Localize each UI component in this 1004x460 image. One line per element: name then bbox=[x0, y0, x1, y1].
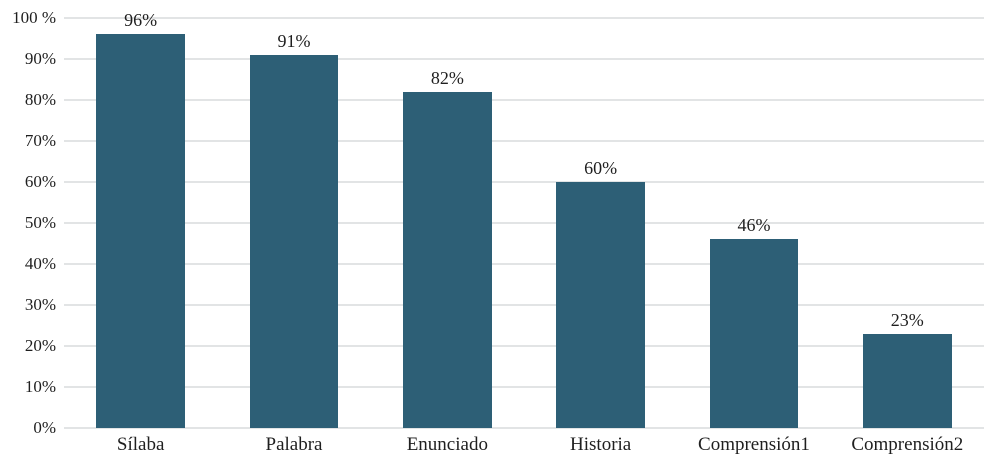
y-tick-label: 70% bbox=[24, 131, 56, 150]
gridline bbox=[64, 17, 984, 19]
y-tick-label: 100 % bbox=[12, 8, 56, 27]
bar-slot-enunciado: 82% bbox=[371, 18, 524, 428]
plot-area: 96% 91% 82% 60% 46% 23% bbox=[64, 10, 984, 429]
gridline bbox=[64, 222, 984, 224]
bar-slot-palabra: 91% bbox=[217, 18, 370, 428]
bar-value-label: 46% bbox=[737, 215, 771, 236]
y-tick-label: 0% bbox=[33, 418, 56, 437]
x-axis: Sílaba Palabra Enunciado Historia Comprensió… bbox=[64, 434, 984, 456]
bar-historia bbox=[556, 182, 646, 428]
gridline bbox=[64, 181, 984, 183]
bar-value-label: 23% bbox=[890, 309, 924, 330]
bar-comprension2 bbox=[862, 333, 952, 428]
bar-value-label: 82% bbox=[430, 67, 464, 88]
bar-slot-comprension2: 23% bbox=[831, 18, 984, 428]
y-tick-label: 50% bbox=[24, 213, 56, 232]
y-tick-label: 80% bbox=[24, 90, 56, 109]
y-axis: 0% 10% 20% 30% 40% 50% 60% 70% 80% 90% 100 % bbox=[0, 8, 56, 437]
y-tick-label: 60% bbox=[24, 172, 56, 191]
bar-slot-comprension1: 46% bbox=[677, 18, 830, 428]
y-tick-label: 90% bbox=[24, 49, 56, 68]
y-tick-label: 40% bbox=[24, 254, 56, 273]
bar-value-label: 96% bbox=[124, 10, 158, 31]
x-category-label-comprension2: Comprensión2 bbox=[851, 434, 964, 455]
bar-enunciado bbox=[402, 91, 492, 428]
bar-silaba bbox=[96, 34, 186, 428]
y-tick-label: 30% bbox=[24, 295, 56, 314]
bar-value-label: 91% bbox=[277, 30, 311, 51]
bar-slot-historia: 60% bbox=[524, 18, 677, 428]
x-category-label-silaba: Sílaba bbox=[116, 434, 165, 455]
x-category-label-palabra: Palabra bbox=[265, 434, 323, 455]
y-tick-label: 10% bbox=[24, 377, 56, 396]
gridline bbox=[64, 386, 984, 388]
bar-value-label: 60% bbox=[584, 158, 618, 178]
gridline bbox=[64, 304, 984, 306]
gridline bbox=[64, 345, 984, 347]
x-category-label-historia: Historia bbox=[570, 434, 632, 455]
bar-slot-silaba: 96% bbox=[64, 10, 217, 428]
x-category-label-comprension1: Comprensión1 bbox=[698, 434, 810, 455]
gridline bbox=[64, 99, 984, 101]
gridline bbox=[64, 263, 984, 265]
y-tick-label: 20% bbox=[24, 336, 56, 355]
bar-palabra bbox=[249, 54, 339, 428]
gridline bbox=[64, 58, 984, 60]
gridline bbox=[64, 427, 984, 429]
bar-series: 96% 91% 82% 60% 46% 23% bbox=[64, 10, 984, 428]
bar-comprension1 bbox=[709, 239, 799, 428]
x-category-label-enunciado: Enunciado bbox=[406, 434, 488, 455]
gridline bbox=[64, 140, 984, 142]
